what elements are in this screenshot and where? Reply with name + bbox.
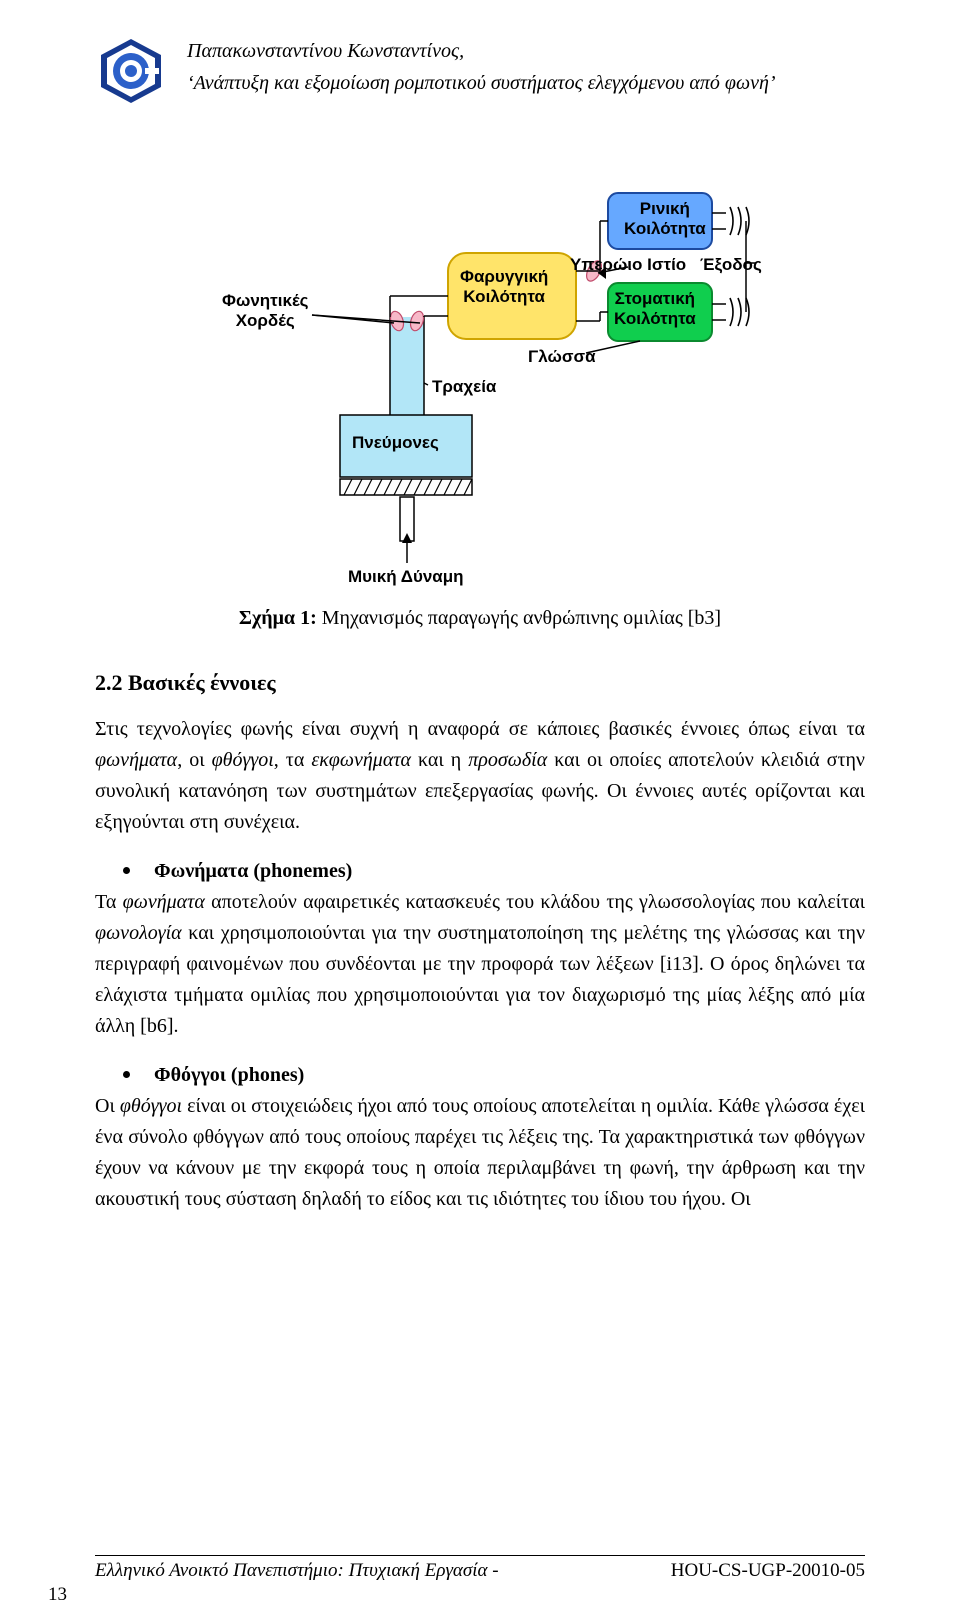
bullet-dot-icon [123,1071,130,1078]
header-author: Παπακωνσταντίνου Κωνσταντίνος, [187,35,776,67]
caption-text: Μηχανισμός παραγωγής ανθρώπινης ομιλίας … [322,607,721,629]
label-trachea: Τραχεία [432,377,496,397]
bullet-dot-icon [123,867,130,874]
page-footer: Ελληνικό Ανοικτό Πανεπιστήμιο: Πτυχιακή … [95,1555,865,1582]
page-header: Παπακωνσταντίνου Κωνσταντίνος, ‘Ανάπτυξη… [95,35,865,107]
label-lungs: Πνεύμονες [352,433,439,453]
bullet-phones: Φθόγγοι (phones) [123,1064,865,1087]
caption-label: Σχήμα 1: [239,607,317,629]
section-heading: 2.2 Βασικές έννοιες [95,670,865,696]
footer-left: Ελληνικό Ανοικτό Πανεπιστήμιο: Πτυχιακή … [95,1560,499,1582]
bullet-title-phonemes: Φωνήματα (phonemes) [154,860,352,883]
label-vocal-cords: Φωνητικές Χορδές [222,291,308,330]
bullet-phonemes: Φωνήματα (phonemes) [123,860,865,883]
label-oral: Στοματική Κοιλότητα [614,289,696,328]
intro-paragraph: Στις τεχνολογίες φωνής είναι συχνή η ανα… [95,714,865,838]
label-muscle-force: Μυική Δύναμη [348,567,464,587]
institution-logo [95,35,167,107]
phonemes-paragraph: Τα φωνήματα αποτελούν αφαιρετικές κατασκ… [95,887,865,1042]
label-tongue: Γλώσσα [528,347,596,367]
footer-right: HOU-CS-UGP-20010-05 [671,1560,865,1582]
phones-paragraph: Οι φθόγγοι είναι οι στοιχειώδεις ήχοι απ… [95,1091,865,1215]
page-number: 13 [48,1584,67,1606]
speech-mechanism-diagram: Φωνητικές Χορδές Τραχεία Μυική Δύναμη Γλ… [200,167,760,597]
page: Παπακωνσταντίνου Κωνσταντίνος, ‘Ανάπτυξη… [0,0,960,1610]
label-velum: Υπερώιο Ιστίο [570,255,686,275]
label-pharynx: Φαρυγγική Κοιλότητα [460,267,548,306]
label-output: Έξοδος [700,255,762,275]
label-nasal: Ρινική Κοιλότητα [624,199,706,238]
bullet-title-phones: Φθόγγοι (phones) [154,1064,304,1087]
figure-caption: Σχήμα 1: Μηχανισμός παραγωγής ανθρώπινης… [95,607,865,630]
header-title: ‘Ανάπτυξη και εξομοίωση ρομποτικού συστή… [187,67,776,99]
header-text: Παπακωνσταντίνου Κωνσταντίνος, ‘Ανάπτυξη… [187,35,776,99]
